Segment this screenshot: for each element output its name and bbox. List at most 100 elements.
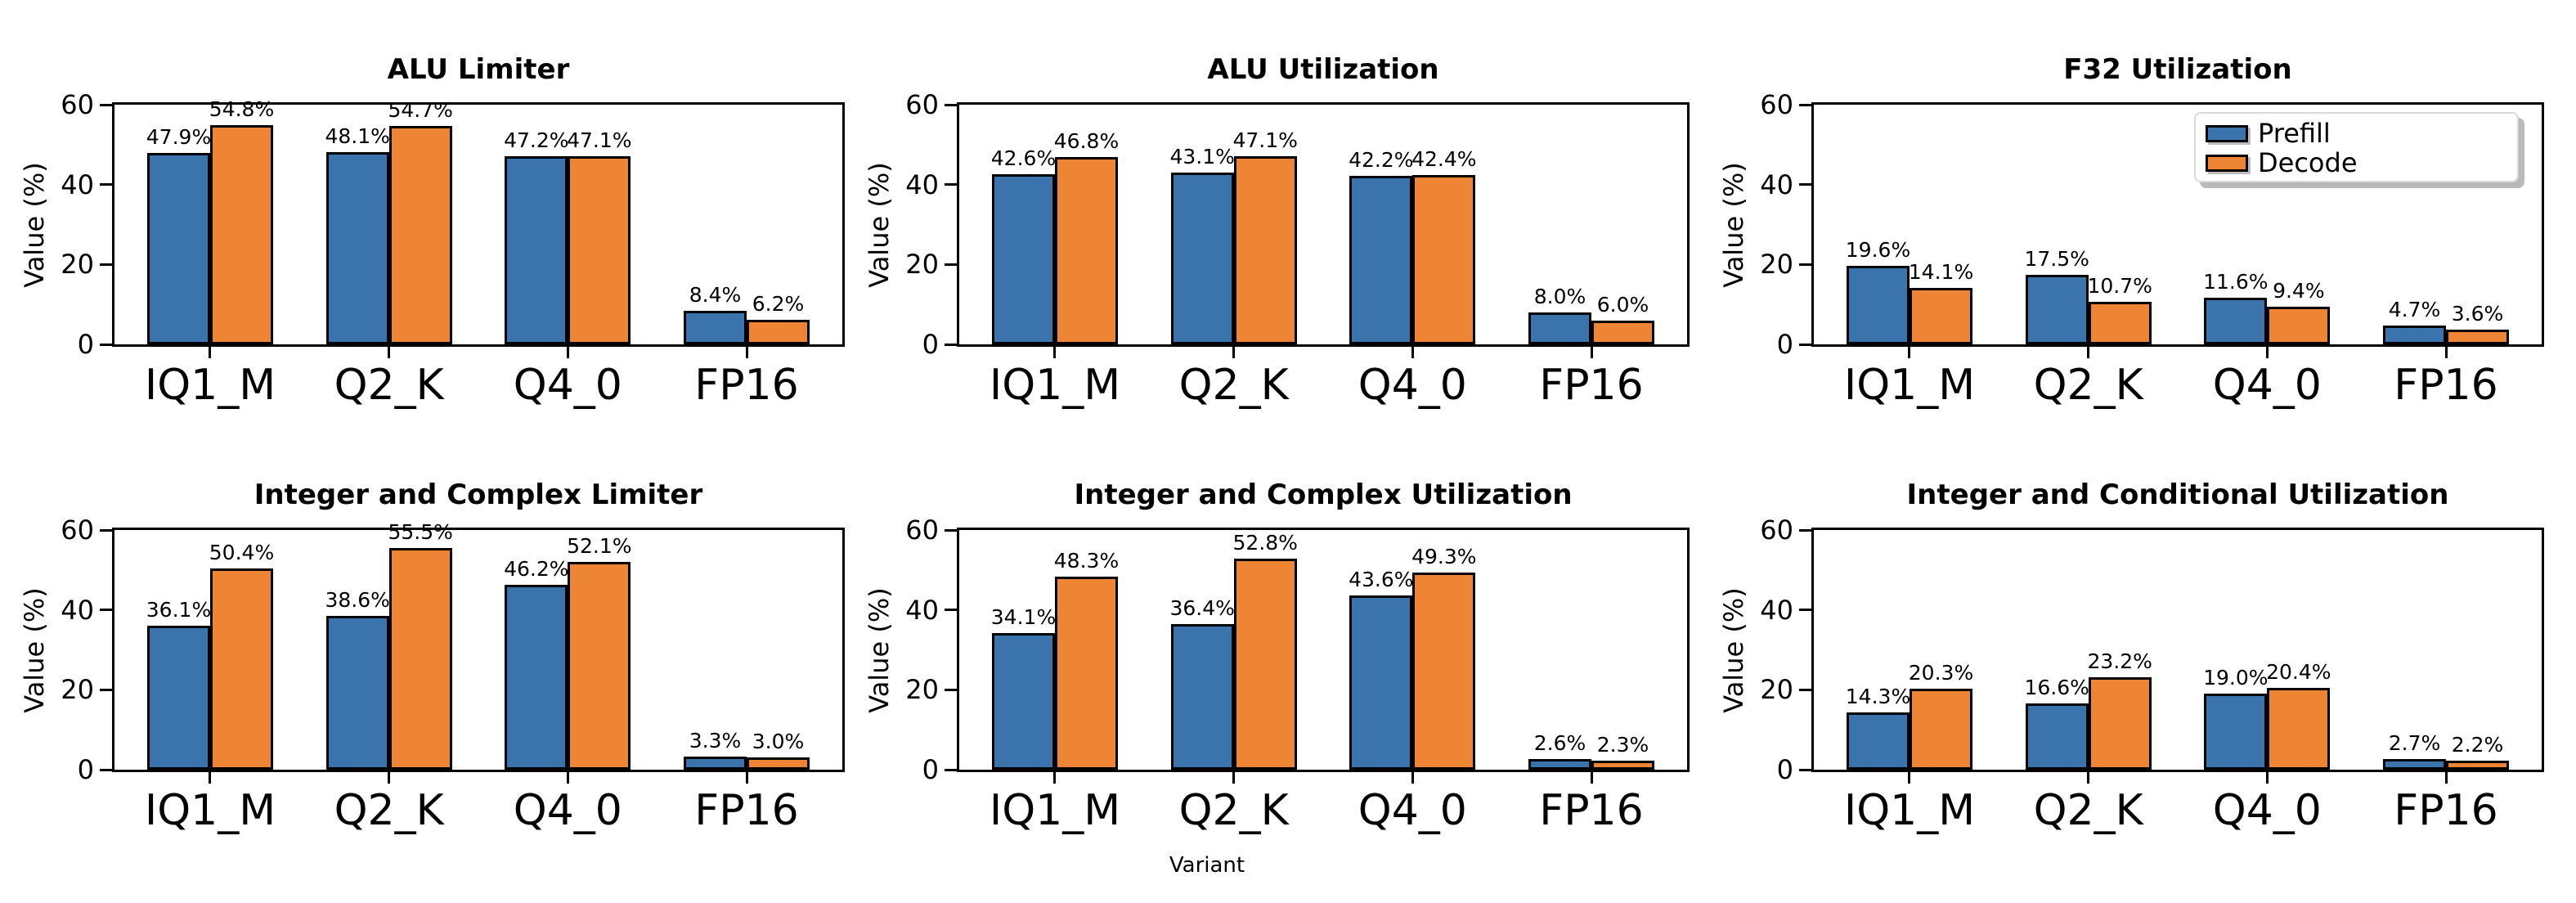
subplot-f32-utilization: F32 Utilization Value (%) Prefill Decode… (1717, 0, 2576, 427)
x-tick-mark (2087, 772, 2090, 784)
y-tick-label: 0 (1776, 329, 1793, 360)
y-tick-mark (945, 688, 957, 691)
decode-bar (2088, 302, 2152, 344)
prefill-bar (146, 153, 210, 344)
bar-value-label: 49.3% (1411, 545, 1477, 568)
decode-bar (747, 757, 810, 770)
legend-label: Decode (2258, 147, 2358, 178)
x-axis-label: Variant (1169, 853, 1245, 878)
decode-bar (388, 548, 452, 770)
decode-bar (1412, 573, 1476, 770)
y-tick-label: 20 (1760, 674, 1793, 706)
x-tick-mark (1232, 347, 1236, 358)
bar-value-label: 50.4% (209, 541, 275, 564)
y-tick-label: 60 (905, 89, 939, 120)
y-tick-label: 40 (1760, 594, 1793, 626)
x-tick-label: Q4_0 (513, 361, 622, 410)
bar-value-label: 47.1% (567, 128, 632, 152)
bar-value-label: 3.0% (752, 730, 805, 753)
y-tick-label: 0 (77, 754, 94, 785)
y-tick-label: 40 (61, 168, 94, 200)
y-tick-label: 20 (905, 249, 939, 281)
y-tick-mark (100, 183, 112, 186)
x-tick-mark (209, 347, 212, 358)
y-tick-mark (1799, 183, 1811, 186)
decode-bar (747, 320, 810, 344)
x-tick-mark (745, 347, 748, 358)
plot-area (957, 102, 1690, 347)
y-tick-mark (100, 103, 112, 106)
y-tick-mark (945, 528, 957, 532)
y-tick-label: 0 (922, 754, 939, 785)
prefill-bar (991, 174, 1055, 344)
subplot-alu-utilization: ALU Utilization Value (%) 0 20 40 60 IQ1_M 42… (859, 0, 1717, 427)
bar-value-label: 19.0% (2203, 666, 2269, 690)
plot-area (957, 528, 1690, 772)
bar-value-label: 8.4% (689, 283, 742, 307)
bar-value-label: 52.1% (567, 534, 632, 558)
y-tick-label: 20 (61, 249, 94, 281)
x-tick-label: Q4_0 (513, 786, 622, 835)
decode-bar (209, 125, 273, 344)
plot-area (1811, 528, 2544, 772)
x-tick-label: Q2_K (334, 786, 444, 835)
x-tick-label: FP16 (2394, 786, 2498, 835)
decode-bar (568, 562, 631, 770)
bar-value-label: 34.1% (990, 605, 1057, 629)
bar-value-label: 54.8% (209, 97, 275, 121)
x-tick-mark (1053, 347, 1057, 358)
y-tick-label: 60 (905, 514, 939, 546)
bar-value-label: 23.2% (2087, 649, 2152, 673)
legend-label: Prefill (2258, 118, 2331, 149)
x-tick-mark (2444, 347, 2448, 358)
x-tick-mark (566, 347, 569, 358)
prefill-bar (2204, 694, 2268, 770)
bar-value-label: 10.7% (2087, 274, 2152, 298)
x-tick-label: Q4_0 (1358, 361, 1467, 410)
plot-area (112, 102, 845, 347)
decode-bar (2446, 330, 2509, 344)
y-tick-mark (1799, 688, 1811, 691)
decode-bar (2446, 761, 2509, 770)
x-tick-label: Q2_K (2033, 786, 2143, 835)
chart-title: ALU Utilization (1207, 53, 1439, 86)
y-tick-label: 20 (905, 674, 939, 706)
y-tick-label: 20 (1760, 249, 1793, 281)
decode-bar (1591, 761, 1654, 770)
x-tick-label: Q4_0 (1358, 786, 1467, 835)
decode-bar (1233, 156, 1297, 344)
x-tick-label: IQ1_M (144, 361, 276, 410)
decode-bar (568, 156, 631, 344)
x-tick-label: FP16 (694, 786, 799, 835)
decode-bar (209, 568, 273, 770)
y-tick-mark (945, 609, 957, 612)
y-tick-label: 40 (61, 594, 94, 626)
x-tick-label: FP16 (1539, 786, 1644, 835)
bar-value-label: 6.2% (752, 292, 805, 316)
x-tick-mark (2265, 347, 2269, 358)
x-tick-label: IQ1_M (1843, 786, 1976, 835)
y-tick-mark (100, 263, 112, 266)
bar-value-label: 43.6% (1349, 568, 1414, 591)
x-tick-label: FP16 (694, 361, 799, 410)
bar-value-label: 48.1% (325, 124, 390, 148)
y-tick-mark (100, 343, 112, 346)
x-tick-mark (2087, 347, 2090, 358)
bar-value-label: 47.2% (504, 128, 569, 152)
x-tick-mark (1232, 772, 1236, 784)
prefill-bar (505, 156, 568, 344)
x-tick-label: Q2_K (1178, 786, 1289, 835)
prefill-bar (2204, 298, 2268, 344)
prefill-bar (2383, 759, 2446, 770)
bar-value-label: 14.1% (1908, 260, 1974, 284)
chart-title: Integer and Conditional Utilization (1906, 478, 2449, 511)
bar-value-label: 2.6% (1533, 731, 1586, 755)
bar-value-label: 2.3% (1596, 733, 1649, 757)
x-tick-mark (1908, 772, 1911, 784)
x-tick-label: FP16 (2394, 361, 2498, 410)
y-tick-mark (945, 343, 957, 346)
subplot-alu-limiter: ALU Limiter Value (%) 0 20 40 60 IQ1_M 47.9% 5… (0, 0, 859, 427)
plot-area (112, 528, 845, 772)
decode-bar (1233, 559, 1297, 770)
